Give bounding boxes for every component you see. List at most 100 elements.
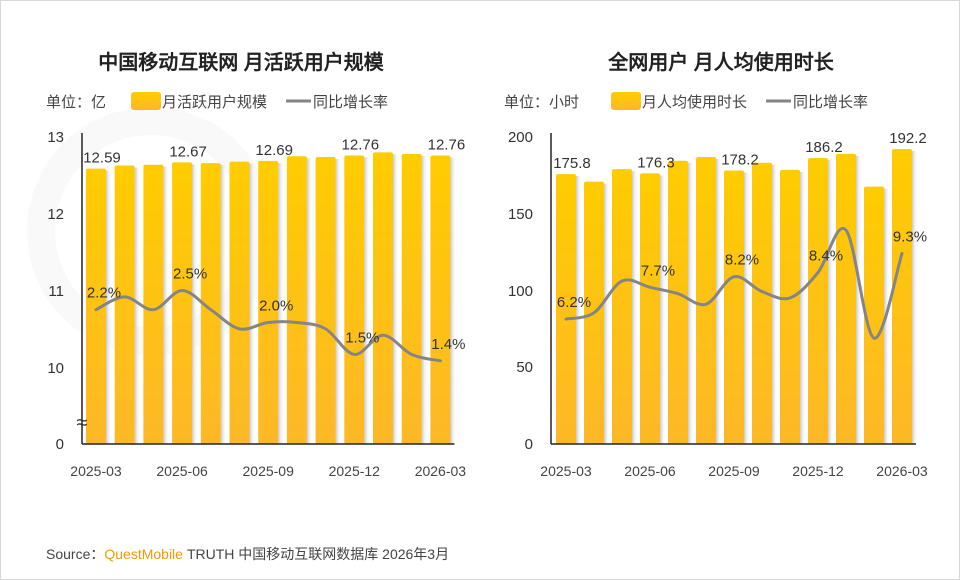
bar-shadow xyxy=(772,164,778,444)
x-tick-label: 2025-06 xyxy=(156,463,208,479)
bar-2025-03 xyxy=(86,168,106,444)
bar-shadow xyxy=(800,171,806,444)
bar-shadow xyxy=(450,157,457,445)
source-brand: QuestMobile xyxy=(104,546,183,562)
rate-value-label: 8.4% xyxy=(809,248,843,265)
bar-shadow xyxy=(421,155,428,444)
y-tick-label: 150 xyxy=(508,206,533,223)
rate-value-label: 7.7% xyxy=(641,262,675,279)
bar-shadow xyxy=(306,158,313,444)
growth-rate-line xyxy=(94,288,442,363)
bar-shadow xyxy=(364,157,371,445)
legend-bar-swatch xyxy=(131,92,161,110)
bar-2025-04 xyxy=(114,165,135,445)
legend-line-label: 同比增长率 xyxy=(313,94,388,111)
unit-label-mau: 单位：亿 xyxy=(46,94,106,111)
source-text: TRUTH 中国移动互联网数据库 2026年3月 xyxy=(187,546,449,562)
growth-rate-line xyxy=(564,226,904,340)
bar-2025-05 xyxy=(143,164,164,444)
bar-shadow xyxy=(660,175,666,444)
rate-value-label: 2.0% xyxy=(259,297,293,314)
rate-value-label: 2.2% xyxy=(87,285,121,302)
bar-shadow xyxy=(249,163,256,444)
bar-shadow xyxy=(163,166,170,444)
bar-shadow xyxy=(106,170,112,444)
legend-bar-label: 月人均使用时长 xyxy=(642,94,747,111)
rate-value-label: 6.2% xyxy=(557,294,591,311)
y-tick-label: 50 xyxy=(516,359,533,376)
bar-2025-11 xyxy=(780,169,800,444)
bar-value-label: 12.59 xyxy=(83,150,121,167)
y-tick-label: 0 xyxy=(525,436,533,453)
bar-2025-03 xyxy=(556,174,576,444)
bar-value-label: 192.2 xyxy=(889,130,927,147)
y-tick-label: 100 xyxy=(508,283,533,300)
bar-value-label: 12.76 xyxy=(428,136,466,153)
bar-shadow xyxy=(688,162,694,445)
bar-shadow xyxy=(220,165,227,444)
bar-shadow xyxy=(192,164,199,444)
y-tick-label: 0 xyxy=(56,436,64,453)
source-note: Source：QuestMobile TRUTH 中国移动互联网数据库 2026年… xyxy=(46,546,449,562)
chart-title-mau: 中国移动互联网 月活跃用户规模 xyxy=(98,50,385,74)
bar-shadow xyxy=(604,183,610,444)
bar-2025-11 xyxy=(315,157,336,444)
bar-2025-07 xyxy=(200,163,221,444)
x-tick-label: 2025-06 xyxy=(624,463,676,479)
rate-value-label: 8.2% xyxy=(725,252,759,269)
bar-2025-07 xyxy=(668,160,688,445)
rate-value-label: 1.5% xyxy=(345,329,379,346)
bar-2025-12 xyxy=(808,158,828,445)
rate-value-label: 2.5% xyxy=(173,266,207,283)
bar-2025-09 xyxy=(724,170,744,444)
legend-bar-label: 月活跃用户规模 xyxy=(162,94,267,111)
y-tick-label: 13 xyxy=(47,129,64,146)
y-tick-label: 200 xyxy=(508,129,533,146)
bar-2026-02 xyxy=(401,153,422,444)
usage-chart: 0 50 100 150 200 2025-03 2025-06 2025-09 2025-12… xyxy=(508,129,928,479)
y-tick-label: 10 xyxy=(47,360,64,377)
bar-2026-01 xyxy=(373,152,393,444)
bar-value-label: 176.3 xyxy=(637,154,675,171)
bar-shadow xyxy=(576,176,582,444)
y-tick-label: 11 xyxy=(48,283,64,300)
bar-shadow xyxy=(393,154,399,444)
bar-value-label: 178.2 xyxy=(721,151,759,168)
bar-shadow xyxy=(716,158,722,444)
bar-2026-01 xyxy=(836,153,856,444)
chart-title-usage: 全网用户 月人均使用时长 xyxy=(607,50,835,74)
bar-value-label: 12.69 xyxy=(255,142,293,159)
source-label: Source： xyxy=(46,546,104,562)
unit-label-usage: 单位：小时 xyxy=(504,94,579,111)
bar-2025-09 xyxy=(258,160,279,444)
bar-value-label: 175.8 xyxy=(553,155,591,172)
bar-shadow xyxy=(278,162,285,444)
x-tick-label: 2025-03 xyxy=(70,463,122,479)
bar-value-label: 12.76 xyxy=(342,136,380,153)
bar-shadow xyxy=(134,167,141,445)
bar-value-label: 12.67 xyxy=(169,143,207,160)
rate-value-label: 9.3% xyxy=(893,228,927,245)
bar-2026-02 xyxy=(864,186,884,444)
x-tick-label: 2025-09 xyxy=(708,463,760,479)
x-tick-label: 2026-03 xyxy=(876,463,928,479)
bar-value-label: 186.2 xyxy=(805,139,843,156)
rate-value-label: 1.4% xyxy=(431,336,465,353)
bar-shadow xyxy=(335,159,342,444)
bar-2026-03 xyxy=(892,148,912,444)
bar-2025-05 xyxy=(612,169,632,445)
bar-shadow xyxy=(744,172,750,444)
x-tick-label: 2025-03 xyxy=(540,463,592,479)
bar-2025-08 xyxy=(696,156,716,444)
legend-line-label: 同比增长率 xyxy=(793,94,868,111)
bar-2025-06 xyxy=(172,162,193,444)
bar-shadow xyxy=(912,150,918,444)
bar-2025-06 xyxy=(640,173,660,444)
axis-break-icon: ≈ xyxy=(77,412,88,434)
bar-shadow xyxy=(856,155,862,444)
x-tick-label: 2025-12 xyxy=(792,463,844,479)
y-tick-label: 12 xyxy=(47,206,64,223)
x-tick-label: 2025-09 xyxy=(243,463,295,479)
